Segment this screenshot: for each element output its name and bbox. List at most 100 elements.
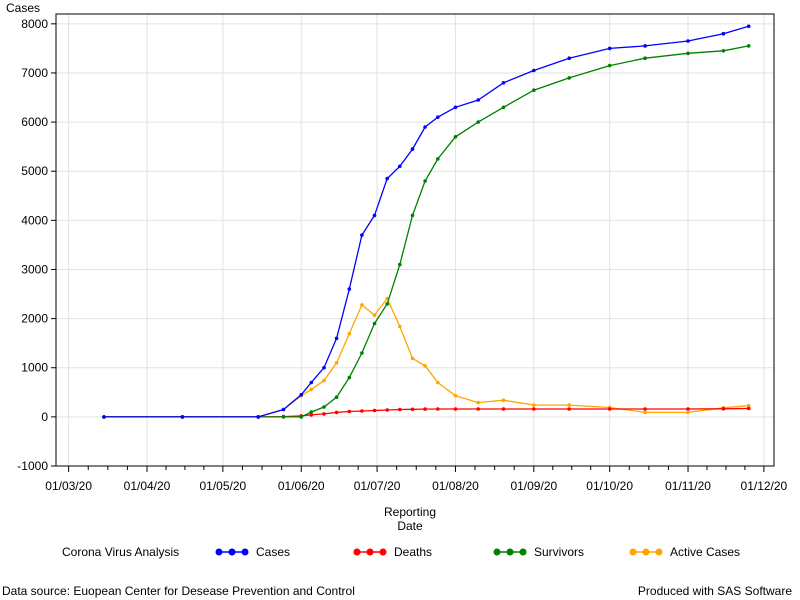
x-axis-label-line1: Reporting (383, 505, 437, 519)
data-point-survivors (501, 105, 506, 110)
data-point-survivors (360, 351, 364, 355)
data-point-deaths (360, 409, 364, 413)
data-point-cases (372, 213, 377, 218)
data-point-deaths (721, 407, 726, 411)
data-point-cases (360, 233, 364, 237)
data-point-cases (322, 365, 326, 370)
data-point-active-cases (360, 303, 364, 307)
legend-item-active-cases: Active Cases (628, 540, 740, 564)
data-point-active-cases (423, 364, 427, 368)
y-tick-label: 6000 (21, 115, 48, 129)
data-point-active-cases (501, 398, 506, 403)
y-tick-label: -1000 (17, 459, 48, 473)
data-point-deaths (686, 407, 690, 411)
x-tick-label: 01/11/20 (665, 479, 711, 493)
y-axis: -1000 0 1000 2000 3000 4000 5000 6000 7000 8000 (17, 17, 56, 473)
data-point-cases (180, 415, 185, 419)
data-point-deaths (607, 407, 612, 411)
data-point-cases (643, 44, 647, 48)
data-point-survivors (372, 321, 377, 326)
data-point-cases (607, 46, 612, 51)
data-point-active-cases (410, 356, 415, 361)
data-point-cases (281, 407, 286, 412)
y-tick-label: 7000 (21, 66, 48, 80)
data-point-deaths (423, 407, 427, 411)
x-axis-label-line2: Date (397, 519, 423, 533)
data-point-active-cases (436, 380, 440, 385)
legend-swatch (629, 548, 663, 556)
legend-title: Corona Virus Analysis (62, 545, 180, 559)
data-point-active-cases (453, 393, 458, 398)
legend-swatch-marker (241, 548, 249, 556)
data-point-survivors (322, 405, 326, 409)
data-point-survivors (347, 375, 352, 380)
legend-item-cases: Cases (214, 540, 290, 564)
x-tick-label: 01/07/20 (354, 479, 401, 493)
data-point-deaths (643, 407, 647, 411)
data-point-deaths (476, 407, 481, 411)
legend-swatch-marker (366, 548, 374, 556)
legend-swatch-marker (519, 548, 527, 556)
x-tick-label: 01/04/20 (124, 479, 171, 493)
legend-label: Cases (256, 545, 291, 559)
data-point-cases (347, 287, 352, 291)
data-point-active-cases (567, 403, 571, 407)
data-point-cases (410, 147, 415, 151)
data-point-cases (436, 115, 440, 119)
data-point-active-cases (309, 387, 314, 392)
legend-swatch-marker (642, 548, 650, 556)
data-point-deaths (322, 412, 326, 416)
data-point-cases (686, 39, 690, 43)
data-point-survivors (398, 262, 402, 267)
data-point-active-cases (476, 400, 481, 405)
legend-label: Active Cases (670, 545, 741, 559)
data-point-cases (102, 415, 106, 419)
data-point-survivors (476, 120, 481, 124)
legend-swatch-marker (379, 548, 387, 556)
legend-swatch-marker (629, 548, 637, 556)
x-tick-label: 01/05/20 (199, 479, 246, 493)
data-point-cases (299, 393, 304, 397)
data-point-deaths (746, 406, 751, 411)
x-tick-label: 01/03/20 (45, 479, 92, 493)
y-tick-label: 0 (41, 410, 48, 424)
data-point-deaths (567, 407, 571, 411)
data-point-survivors (686, 51, 690, 56)
footer-produced-with: Produced with SAS Software (637, 584, 792, 598)
data-point-cases (423, 125, 427, 129)
legend-swatch-marker (493, 548, 501, 556)
data-point-active-cases (372, 313, 377, 318)
y-tick-label: 1000 (21, 361, 48, 375)
data-point-cases (532, 68, 536, 73)
series-line-cases (104, 25, 749, 418)
data-point-survivors (309, 410, 314, 414)
data-point-deaths (532, 407, 536, 411)
x-axis: 01/03/20 01/04/20 01/05/20 01/06/20 01/07/20… (45, 466, 788, 493)
legend-label: Survivors (534, 545, 585, 559)
x-tick-label: 01/08/20 (432, 479, 479, 493)
data-point-deaths (347, 409, 352, 414)
data-point-deaths (334, 410, 339, 415)
x-axis-label: Reporting Date (360, 505, 460, 533)
legend: Corona Virus Analysis Cases Deaths Survi… (0, 540, 800, 564)
legend-swatch (353, 548, 387, 556)
plot-frame (55, 13, 775, 467)
y-tick-label: 4000 (21, 213, 48, 227)
data-point-deaths (372, 408, 377, 413)
x-tick-label: 01/10/20 (586, 479, 633, 493)
data-point-survivors (410, 213, 415, 218)
data-point-cases (309, 380, 314, 385)
legend-swatch (215, 548, 249, 556)
data-point-deaths (309, 413, 314, 417)
data-point-cases (476, 98, 481, 102)
data-point-survivors (299, 415, 304, 419)
data-point-deaths (453, 407, 458, 411)
y-tick-label: 5000 (21, 164, 48, 178)
legend-swatch-marker (506, 548, 514, 556)
legend-swatch-marker (655, 548, 663, 556)
data-point-survivors (436, 157, 440, 161)
legend-swatch-marker (215, 548, 223, 556)
data-point-cases (453, 105, 458, 110)
y-tick-label: 8000 (21, 17, 48, 31)
